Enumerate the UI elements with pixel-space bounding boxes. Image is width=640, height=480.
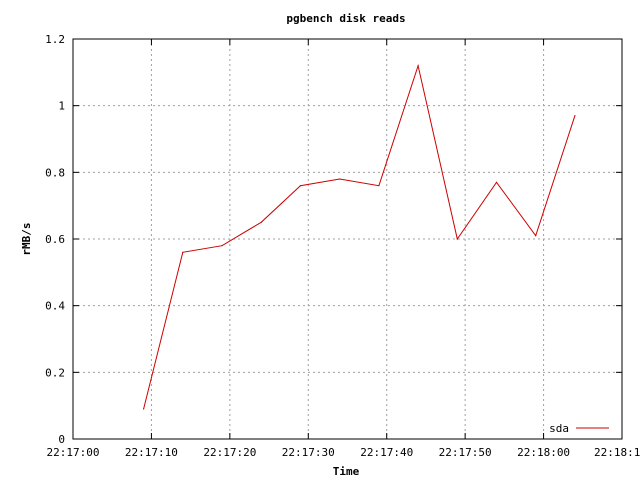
data-point <box>221 245 223 247</box>
y-tick-label: 0.2 <box>45 366 65 379</box>
grid-lines <box>73 39 622 439</box>
data-point <box>142 408 145 410</box>
series-line-sda <box>143 63 576 410</box>
data-point <box>260 221 262 223</box>
legend: sda <box>549 422 609 435</box>
y-tick-label: 0.6 <box>45 233 65 246</box>
x-tick-label: 22:17:40 <box>360 446 413 459</box>
y-axis-title: rMB/s <box>20 222 33 255</box>
x-tick-label: 22:17:20 <box>203 446 256 459</box>
data-point <box>495 181 498 183</box>
y-tick-label: 0.4 <box>45 300 65 313</box>
data-point <box>339 178 341 180</box>
data-point <box>182 251 184 253</box>
chart-title: pgbench disk reads <box>286 12 405 25</box>
y-tick-label: 1.2 <box>45 33 65 46</box>
data-point <box>456 238 458 240</box>
data-point <box>535 235 537 237</box>
x-tick-label: 22:18:00 <box>517 446 570 459</box>
y-tick-label: 1 <box>58 100 65 113</box>
x-tick-label: 22:18:1 <box>594 446 640 459</box>
data-point <box>299 185 302 187</box>
axis-ticks <box>72 38 623 440</box>
x-tick-label: 22:17:30 <box>282 446 335 459</box>
data-point <box>378 185 380 187</box>
x-axis-title: Time <box>333 465 360 478</box>
x-tick-label: 22:17:00 <box>47 446 100 459</box>
legend-label-sda: sda <box>549 422 569 435</box>
y-tick-label: 0.8 <box>45 166 65 179</box>
y-tick-label: 0 <box>58 433 65 446</box>
data-point <box>574 115 576 117</box>
data-point <box>417 65 419 67</box>
series-layer <box>142 63 576 410</box>
x-tick-label: 22:17:50 <box>439 446 492 459</box>
x-tick-label: 22:17:10 <box>125 446 178 459</box>
